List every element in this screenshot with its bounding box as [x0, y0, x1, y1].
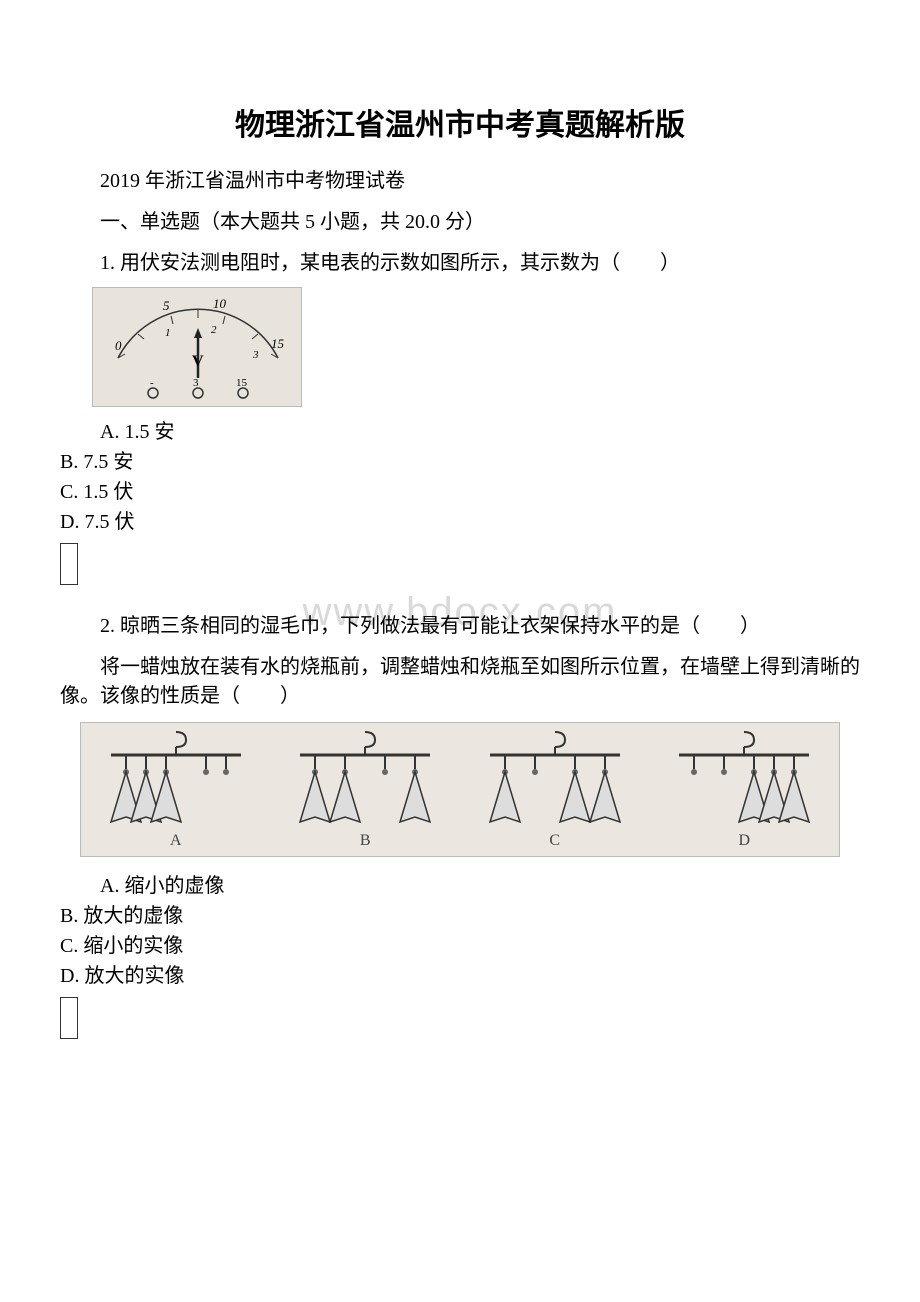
hanger-a-icon [91, 727, 261, 832]
hanger-d-icon [659, 727, 829, 832]
hanger-label-d: D [738, 832, 750, 850]
document-content: 物理浙江省温州市中考真题解析版 2019 年浙江省温州市中考物理试卷 一、单选题… [60, 100, 860, 1039]
meter-unit: V [192, 353, 204, 370]
q1-option-a: A. 1.5 安 [60, 417, 860, 447]
subtitle: 2019 年浙江省温州市中考物理试卷 [60, 164, 860, 193]
q3-option-b: B. 放大的虚像 [60, 901, 860, 931]
q1-option-c: C. 1.5 伏 [60, 477, 860, 507]
meter-inner-1: 1 [165, 327, 171, 339]
question-1-text: 1. 用伏安法测电阻时，某电表的示数如图所示，其示数为（ ） [60, 246, 860, 275]
q3-option-a: A. 缩小的虚像 [60, 871, 860, 901]
hanger-label-b: B [360, 832, 371, 850]
q1-option-d: D. 7.5 伏 [60, 507, 860, 537]
meter-terminal-minus: - [150, 377, 154, 389]
hanger-diagram: A B [80, 722, 840, 857]
q3-option-c: C. 缩小的实像 [60, 931, 860, 961]
q3-option-d: D. 放大的实像 [60, 961, 860, 991]
hanger-label-c: C [549, 832, 560, 850]
hanger-b-icon [280, 727, 450, 832]
hanger-c-icon [470, 727, 640, 832]
meter-scale-10: 10 [213, 296, 227, 311]
page-title: 物理浙江省温州市中考真题解析版 [60, 100, 860, 144]
meter-terminal-3: 3 [193, 377, 199, 389]
answer-box-2 [60, 997, 78, 1039]
meter-inner-2: 2 [211, 324, 217, 336]
voltmeter-image: 0 5 10 15 1 2 3 V - 3 15 [92, 287, 302, 407]
meter-scale-15: 15 [271, 336, 285, 351]
answer-box [60, 543, 78, 585]
meter-scale-0: 0 [115, 338, 122, 353]
section-header: 一、单选题（本大题共 5 小题，共 20.0 分） [60, 205, 860, 234]
meter-inner-3: 3 [252, 349, 259, 361]
q1-option-b: B. 7.5 安 [60, 447, 860, 477]
hanger-label-a: A [170, 832, 182, 850]
question-3-text: 将一蜡烛放在装有水的烧瓶前，调整蜡烛和烧瓶至如图所示位置，在墙壁上得到清晰的像。… [60, 650, 860, 708]
meter-scale-5: 5 [163, 298, 170, 313]
meter-terminal-15: 15 [236, 377, 248, 389]
question-2-text: 2. 晾晒三条相同的湿毛巾，下列做法最有可能让衣架保持水平的是（ ） [60, 609, 860, 638]
